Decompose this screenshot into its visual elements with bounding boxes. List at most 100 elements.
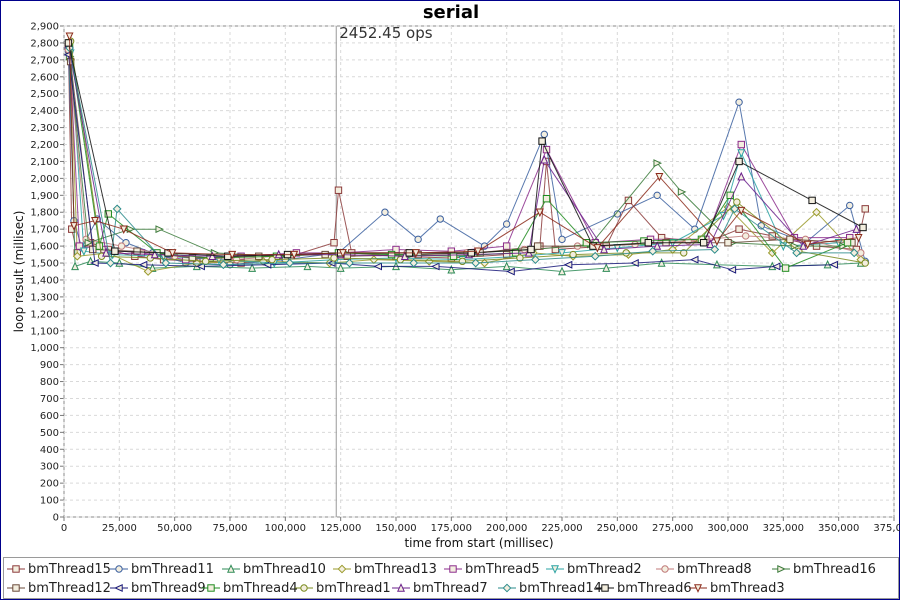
- data-point-bmthread9: [563, 260, 573, 269]
- data-point-bmthread14: [710, 245, 720, 254]
- data-point-bmthread15: [861, 205, 869, 213]
- data-point-bmthread10: [657, 258, 666, 267]
- data-point-bmthread1: [330, 254, 338, 262]
- data-point-bmthread3: [290, 250, 299, 260]
- y-tick-label: 0: [53, 513, 59, 524]
- legend-swatch-icon: [295, 584, 313, 592]
- legend-marker: [12, 584, 20, 592]
- data-point-bmthread10: [602, 263, 611, 272]
- y-tick-label: 400: [40, 445, 59, 456]
- legend-item-bmthread12: bmThread12: [7, 579, 111, 597]
- data-point-bmthread4: [449, 252, 458, 260]
- x-tick-label: 375,000: [873, 523, 900, 534]
- data-point-bmthread14: [590, 251, 600, 261]
- data-point-bmthread14: [849, 248, 859, 258]
- plot-area: 0 100 200 300 400 500 600 700 800 900 1,000 1,100 1,…: [12, 22, 900, 551]
- x-tick-label: 175,000: [431, 523, 472, 534]
- data-point-bmthread12: [533, 242, 542, 250]
- x-tick-label: 350,000: [818, 523, 859, 534]
- legend-swatch-icon: [7, 584, 25, 592]
- y-tick-label: 1,000: [30, 343, 59, 354]
- data-point-bmthread1: [680, 249, 688, 257]
- y-tick-label: 2,100: [30, 157, 59, 168]
- data-point-bmthread16: [653, 159, 663, 168]
- data-point-bmthread7: [653, 241, 662, 250]
- series-line-bmthread14: [69, 47, 855, 266]
- data-point-bmthread14: [345, 258, 354, 268]
- legend-label: bmThread11: [131, 561, 214, 577]
- data-point-bmthread9: [829, 260, 838, 269]
- data-point-bmthread1: [458, 257, 467, 266]
- y-tick-label: 2,300: [30, 123, 59, 134]
- x-tick-label: 75,000: [213, 523, 248, 534]
- data-point-bmthread7: [852, 224, 861, 233]
- data-point-bmthread11: [735, 98, 743, 106]
- data-point-bmthread13: [856, 255, 866, 265]
- x-tick-label: 25,000: [102, 523, 137, 534]
- legend-marker: [12, 565, 20, 573]
- data-point-bmthread7: [540, 154, 549, 164]
- legend-marker: [777, 565, 786, 573]
- legend-label: bmThread1: [316, 580, 391, 596]
- data-point-bmthread3: [803, 240, 812, 250]
- series-bmthread14: [65, 43, 859, 270]
- data-point-bmthread13: [767, 248, 777, 258]
- legend-swatch-icon: [333, 564, 351, 574]
- x-tick-label: 275,000: [652, 523, 693, 534]
- data-point-bmthread7: [102, 247, 111, 257]
- y-tick-label: 500: [40, 428, 59, 439]
- legend-label: bmThread15: [28, 561, 111, 577]
- data-point-bmthread3: [411, 249, 420, 258]
- legend-label: bmThread3: [710, 580, 785, 596]
- data-point-bmthread1: [569, 250, 577, 259]
- legend-item-bmthread5: bmThread5: [444, 560, 540, 578]
- legend: bmThread15 bmThread11 bmThread10 bmThread13…: [3, 557, 899, 599]
- data-point-bmthread6: [644, 239, 653, 247]
- legend-label: bmThread4: [223, 580, 298, 596]
- y-tick-label: 1,600: [30, 242, 59, 253]
- data-point-bmthread14: [792, 248, 802, 258]
- data-point-bmthread10: [447, 264, 456, 274]
- data-point-bmthread7: [799, 241, 808, 250]
- legend-swatch-icon: [222, 564, 240, 573]
- legend-swatch-icon: [546, 565, 564, 574]
- data-point-bmthread9: [506, 267, 515, 276]
- data-point-bmthread6: [699, 239, 708, 247]
- legend-label: bmThread6: [617, 580, 692, 596]
- data-point-bmthread7: [208, 251, 217, 260]
- x-tick-label: 300,000: [707, 523, 748, 534]
- data-point-bmthread1: [268, 255, 276, 264]
- data-point-bmthread6: [859, 223, 867, 232]
- data-point-bmthread9: [727, 265, 737, 274]
- data-point-bmthread9: [689, 255, 699, 264]
- legend-item-bmthread4: bmThread4: [202, 579, 298, 597]
- legend-label: bmThread2: [567, 561, 642, 577]
- y-tick-label: 1,500: [30, 259, 59, 270]
- data-point-bmthread9: [771, 262, 781, 271]
- y-tick-label: 300: [40, 462, 59, 473]
- legend-swatch-icon: [7, 565, 25, 573]
- y-tick-label: 700: [40, 394, 59, 405]
- data-point-bmthread1: [516, 254, 524, 262]
- legend-marker: [397, 583, 405, 592]
- data-point-bmthread9: [138, 260, 148, 269]
- x-tick-label: 50,000: [157, 523, 192, 534]
- data-point-bmthread11: [613, 210, 622, 218]
- data-point-bmthread3: [228, 250, 237, 260]
- legend-swatch-icon: [656, 565, 674, 573]
- data-point-bmthread6: [467, 249, 475, 257]
- data-point-bmthread2: [737, 149, 746, 158]
- data-point-bmthread9: [430, 262, 440, 271]
- data-point-bmthread3: [91, 217, 99, 226]
- y-tick-label: 1,400: [30, 275, 59, 286]
- series-line-bmthread15: [67, 46, 866, 264]
- legend-marker: [115, 565, 123, 573]
- data-point-bmthread9: [630, 259, 639, 268]
- data-point-bmthread3: [119, 225, 128, 235]
- legend-label: bmThread14: [519, 580, 602, 596]
- y-tick-label: 200: [40, 479, 59, 490]
- y-tick-label: 2,800: [30, 38, 59, 49]
- legend-label: bmThread13: [354, 561, 437, 577]
- series-bmthread3: [65, 32, 863, 260]
- data-point-bmthread15: [330, 239, 338, 247]
